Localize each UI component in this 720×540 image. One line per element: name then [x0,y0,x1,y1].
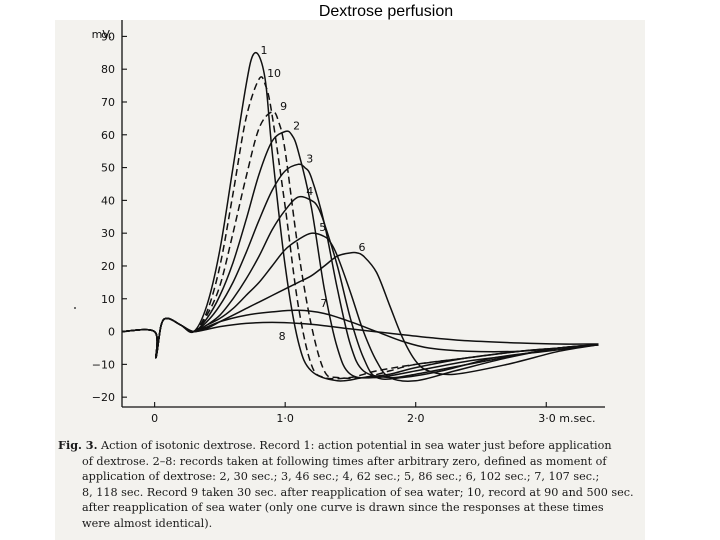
y-tick-label: 80 [101,63,115,76]
series-line-4 [121,195,599,380]
series-line-10 [121,76,599,380]
y-tick-label: 70 [101,96,115,109]
y-axis-unit-label: mV. [92,28,112,41]
series-label-6: 6 [358,241,365,254]
series-label-2: 2 [293,120,300,133]
series-label-3: 3 [306,152,313,165]
caption-line: 8, 118 sec. Record 9 taken 30 sec. after… [82,485,634,499]
y-tick-label: 30 [101,227,115,240]
caption-line: application of dextrose: 2, 30 sec.; 3, … [82,470,600,484]
action-potential-chart: 90 80 70 60 50 40 30 20 10 0 −10 −20 mV. 0 1·0 2·0 3·0 m… [92,20,605,425]
y-tick-label: 50 [101,162,115,175]
caption-line: Fig. 3. Action of isotonic dextrose. Rec… [58,438,612,452]
series-label-10: 10 [267,67,281,80]
y-tick-label: 10 [101,293,115,306]
series-label-4: 4 [306,185,313,198]
caption-line: after reapplication of sea water (only o… [82,501,604,515]
scan-speck [74,307,76,309]
caption-figure-label: Fig. 3. [58,438,98,452]
caption-line: were almost identical). [82,516,213,530]
x-tick-label: 2·0 [407,412,425,425]
series-line-8 [121,317,599,359]
series-line-3 [121,163,599,379]
series-label-9: 9 [280,100,287,113]
series-label-8: 8 [279,330,286,343]
x-tick-label: 3·0 m.sec. [538,412,595,425]
y-tick-label: −20 [92,391,115,404]
y-tick-label: 60 [101,129,115,142]
series-label-1: 1 [261,44,268,57]
figure-scan: 90 80 70 60 50 40 30 20 10 0 −10 −20 mV. 0 1·0 2·0 3·0 m… [55,20,645,540]
x-tick-label: 0 [151,412,158,425]
series-label-7: 7 [320,297,327,310]
y-tick-label: 90 [101,30,115,43]
slide-title: Dextrose perfusion [318,3,454,20]
figure-caption: Fig. 3. Action of isotonic dextrose. Rec… [58,438,646,532]
series-label-5: 5 [319,221,326,234]
y-tick-label: 40 [101,194,115,207]
x-tick-label: 1·0 [276,412,294,425]
y-tick-label: 20 [101,260,115,273]
caption-line: of dextrose. 2–8: records taken at follo… [82,454,607,468]
y-tick-label: −10 [92,358,115,371]
y-tick-label: 0 [108,326,115,339]
series-line-6 [121,251,599,376]
